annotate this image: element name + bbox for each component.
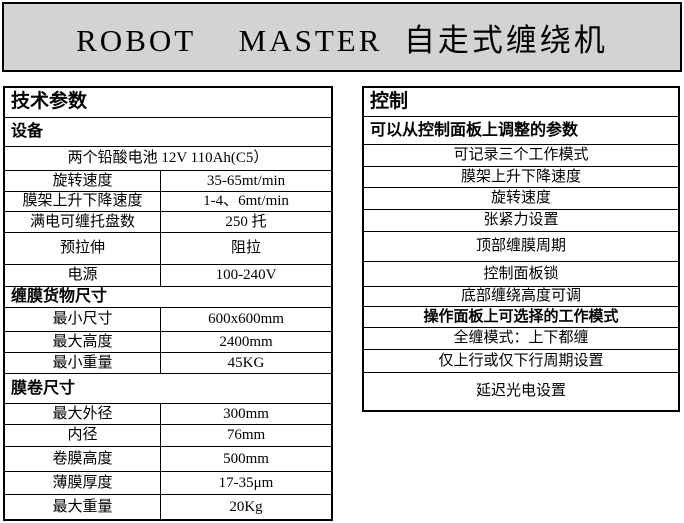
row-panel-lock: 控制面板锁	[364, 262, 678, 287]
row-max-height: 最大高度 2400mm	[5, 332, 331, 353]
row-adjustable-params-header: 可以从控制面板上调整的参数	[364, 117, 678, 145]
row-value: 1-4、6mt/min	[203, 193, 289, 210]
row-up-or-down-only-cycle: 仅上行或仅下行周期设置	[364, 350, 678, 373]
row-text: 顶部缠膜周期	[475, 238, 566, 255]
row-label: 最大外径	[5, 404, 161, 424]
row-min-weight: 最小重量 45KG	[5, 353, 331, 374]
row-max-outer-diameter: 最大外径 300mm	[5, 404, 331, 425]
table-title-label: 控制	[370, 90, 409, 112]
row-power-supply: 电源 100-240V	[5, 265, 331, 287]
row-label: 卷膜高度	[5, 447, 161, 471]
row-label: 薄膜厚度	[5, 472, 161, 494]
page-title: ROBOT MASTER 自走式缠绕机	[76, 22, 608, 58]
row-photocell-delay: 延迟光电设置	[364, 373, 678, 410]
row-value: 35-65mt/min	[206, 172, 286, 189]
row-max-roll-weight: 最大重量 20Kg	[5, 495, 331, 519]
row-full-wrap-mode: 全缠模式：上下都缠	[364, 328, 678, 350]
row-label: 最大高度	[5, 332, 161, 352]
row-label: 电源	[5, 265, 161, 286]
row-label: 内径	[5, 425, 161, 446]
row-label: 最小重量	[5, 353, 161, 373]
row-rotation-speed: 旋转速度 35-65mt/min	[5, 171, 331, 192]
section-header-label: 膜卷尺寸	[11, 379, 76, 397]
row-text: 可记录三个工作模式	[453, 147, 589, 164]
row-roll-height: 卷膜高度 500mm	[5, 447, 331, 472]
table-title-label: 技术参数	[11, 91, 88, 113]
row-rotation-speed: 旋转速度	[364, 188, 678, 210]
row-min-size: 最小尺寸 600x600mm	[5, 308, 331, 332]
row-three-work-modes: 可记录三个工作模式	[364, 145, 678, 167]
row-text: 仅上行或仅下行周期设置	[438, 352, 604, 369]
row-film-roll-header: 膜卷尺寸	[5, 374, 331, 404]
row-value: 76mm	[226, 427, 266, 444]
row-value: 2400mm	[219, 333, 273, 350]
technical-parameters-title: 技术参数	[5, 88, 331, 118]
row-bottom-wrap-height: 底部缠绕高度可调	[364, 287, 678, 307]
row-tension-setting: 张紧力设置	[364, 210, 678, 232]
row-value: 17-35μm	[218, 474, 274, 491]
row-value: 阻拉	[230, 240, 261, 257]
row-carriage-speed: 膜架上升下降速度	[364, 167, 678, 188]
row-top-wrap-cycle: 顶部缠膜周期	[364, 232, 678, 262]
page-header: ROBOT MASTER 自走式缠绕机	[2, 2, 682, 72]
row-text: 延迟光电设置	[475, 383, 566, 400]
row-equipment-header: 设备	[5, 118, 331, 147]
row-label: 预拉伸	[5, 233, 161, 264]
section-header-label: 缠膜货物尺寸	[11, 288, 108, 306]
row-text: 旋转速度	[490, 190, 551, 207]
row-value: 600x600mm	[208, 311, 284, 328]
technical-parameters-table: 技术参数 设备 两个铅酸电池 12V 110Ah(C5） 旋转速度 35-65m…	[3, 86, 333, 521]
row-battery: 两个铅酸电池 12V 110Ah(C5）	[5, 147, 331, 171]
control-table: 控制 可以从控制面板上调整的参数 可记录三个工作模式 膜架上升下降速度 旋转速度…	[362, 86, 680, 412]
row-pallets-per-charge: 满电可缠托盘数 250 托	[5, 212, 331, 233]
row-value: 100-240V	[215, 267, 277, 284]
row-value: 250 托	[225, 213, 267, 230]
section-header-label: 操作面板上可选择的工作模式	[423, 308, 619, 325]
row-selectable-modes-header: 操作面板上可选择的工作模式	[364, 307, 678, 328]
section-header-label: 设备	[11, 123, 44, 141]
row-label: 旋转速度	[5, 171, 161, 191]
section-header-label: 可以从控制面板上调整的参数	[370, 121, 579, 139]
row-text: 底部缠绕高度可调	[460, 288, 581, 305]
row-value: 20Kg	[229, 498, 263, 515]
row-label: 最小尺寸	[5, 308, 161, 331]
row-label: 最大重量	[5, 495, 161, 519]
row-text: 控制面板锁	[483, 265, 559, 282]
row-goods-size-header: 缠膜货物尺寸	[5, 287, 331, 308]
row-prestretch: 预拉伸 阻拉	[5, 233, 331, 265]
row-inner-diameter: 内径 76mm	[5, 425, 331, 447]
row-label: 满电可缠托盘数	[5, 212, 161, 232]
row-value: 300mm	[223, 405, 269, 422]
row-value: 45KG	[227, 354, 265, 371]
control-title: 控制	[364, 88, 678, 117]
row-text: 全缠模式：上下都缠	[453, 330, 589, 347]
row-text: 张紧力设置	[483, 212, 559, 229]
row-text: 两个铅酸电池 12V 110Ah(C5）	[67, 150, 269, 167]
row-text: 膜架上升下降速度	[460, 168, 581, 185]
row-film-thickness: 薄膜厚度 17-35μm	[5, 472, 331, 495]
row-label: 膜架上升下降速度	[5, 192, 161, 211]
row-carriage-speed: 膜架上升下降速度 1-4、6mt/min	[5, 192, 331, 212]
row-value: 500mm	[223, 450, 269, 467]
